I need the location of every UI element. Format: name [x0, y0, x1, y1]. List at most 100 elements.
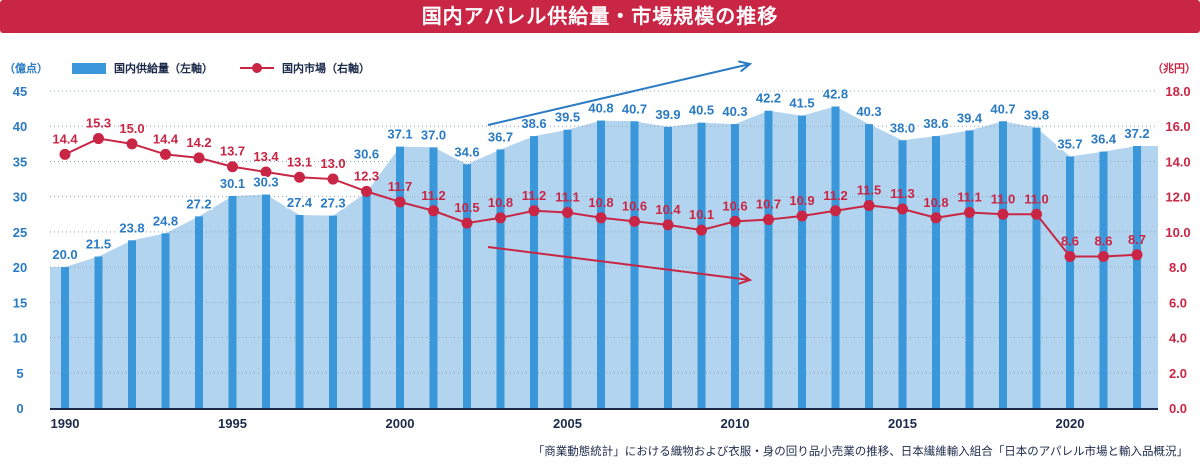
market-data-label: 11.2 — [522, 188, 547, 203]
supply-bar — [94, 256, 103, 408]
left-axis-tick-label: 0 — [16, 401, 23, 416]
supply-bar — [731, 124, 739, 408]
market-point — [193, 152, 205, 164]
market-data-label: 11.7 — [388, 179, 413, 194]
supply-bar — [999, 121, 1007, 409]
supply-bar — [530, 136, 538, 408]
market-point — [59, 148, 71, 160]
market-point — [160, 148, 171, 160]
supply-bar — [898, 140, 907, 409]
right-axis-tick-label: 0.0 — [1169, 401, 1187, 416]
market-data-label: 10.8 — [923, 195, 948, 210]
supply-data-label: 30.6 — [354, 146, 379, 161]
market-point — [126, 138, 138, 150]
supply-data-label: 36.7 — [488, 129, 513, 144]
supply-bar — [664, 126, 672, 408]
market-point — [361, 185, 372, 197]
market-data-label: 12.3 — [354, 168, 379, 183]
supply-bar — [396, 146, 404, 408]
market-point — [796, 210, 808, 222]
market-point — [763, 214, 774, 226]
market-point — [1131, 249, 1143, 261]
x-axis-tick-label: 2005 — [553, 416, 582, 431]
supply-data-label: 24.8 — [153, 213, 178, 228]
market-point — [327, 173, 339, 185]
market-data-label: 10.6 — [622, 198, 647, 213]
market-point — [260, 166, 272, 178]
supply-bar — [965, 130, 974, 408]
market-data-label: 13.4 — [253, 149, 279, 164]
supply-trend-arrow — [487, 60, 753, 126]
market-data-label: 10.6 — [722, 198, 747, 213]
left-axis-tick-label: 25 — [13, 225, 27, 240]
market-point — [93, 133, 104, 145]
market-point — [863, 199, 875, 211]
supply-data-label: 39.8 — [1024, 108, 1049, 123]
supply-data-label: 34.6 — [454, 144, 479, 159]
right-axis-tick-label: 18.0 — [1165, 84, 1190, 99]
market-point — [562, 207, 573, 219]
right-axis-tick-label: 4.0 — [1169, 331, 1187, 346]
supply-bar — [1099, 151, 1108, 409]
supply-bar — [865, 124, 873, 408]
legend-bar-swatch — [72, 62, 106, 74]
x-axis-tick-label: 2020 — [1056, 416, 1085, 431]
market-point — [629, 215, 640, 227]
supply-bar — [429, 147, 438, 408]
market-data-label: 11.2 — [421, 188, 446, 203]
supply-bar — [463, 164, 471, 408]
right-axis-tick-label: 16.0 — [1165, 119, 1190, 134]
chart-title: 国内アパレル供給量・市場規模の推移 — [0, 0, 1200, 33]
x-axis-tick-label: 2010 — [721, 416, 750, 431]
left-axis-tick-label: 30 — [13, 190, 27, 205]
market-point — [528, 205, 540, 217]
market-data-label: 10.1 — [689, 207, 714, 222]
supply-bar — [1066, 156, 1074, 408]
supply-data-label: 40.3 — [856, 104, 881, 119]
market-data-label: 15.3 — [86, 116, 111, 131]
supply-data-label: 39.9 — [655, 107, 680, 122]
legend-line-swatch — [240, 63, 274, 73]
supply-bar — [161, 233, 170, 408]
market-data-label: 8.7 — [1128, 232, 1146, 247]
market-point — [930, 212, 942, 224]
market-point — [830, 205, 841, 217]
supply-bar — [764, 110, 773, 409]
market-point — [227, 161, 238, 173]
left-axis-tick-label: 10 — [13, 331, 27, 346]
source-footnote: 「商業動態統計」における織物および衣服・身の回り品小売業の推移、日本繊維輸入組合… — [532, 444, 1188, 458]
supply-data-label: 30.1 — [220, 176, 245, 191]
supply-data-label: 20.0 — [52, 247, 77, 262]
right-axis-tick-label: 6.0 — [1169, 295, 1187, 310]
supply-data-label: 38.6 — [521, 116, 546, 131]
supply-data-label: 39.5 — [555, 110, 580, 125]
market-data-label: 11.1 — [555, 190, 580, 205]
market-point — [964, 207, 975, 219]
market-point — [997, 208, 1009, 220]
x-axis-tick-label: 2015 — [888, 416, 917, 431]
legend-item-market: 国内市場（右軸） — [240, 60, 370, 76]
market-data-label: 10.8 — [488, 195, 513, 210]
supply-data-label: 37.1 — [387, 127, 412, 142]
supply-data-label: 37.2 — [1124, 126, 1149, 141]
legend-label-market: 国内市場（右軸） — [282, 62, 370, 75]
supply-bar — [61, 267, 69, 408]
supply-trend-arrow-shaft — [487, 63, 751, 126]
market-trend-arrow — [487, 246, 753, 285]
market-point — [1098, 251, 1109, 263]
market-trend-arrow-head — [738, 272, 753, 285]
supply-data-label: 23.8 — [119, 220, 144, 235]
market-data-label: 10.5 — [454, 200, 479, 215]
market-point — [729, 215, 741, 227]
supply-trend-arrow-head — [738, 60, 753, 73]
market-data-label: 8.6 — [1061, 234, 1079, 249]
supply-bar — [932, 136, 940, 408]
supply-data-label: 40.5 — [689, 103, 714, 118]
x-axis-tick-label: 1995 — [218, 416, 247, 431]
market-data-label: 11.1 — [957, 190, 982, 205]
market-data-label: 10.9 — [789, 193, 814, 208]
supply-data-label: 40.3 — [722, 104, 747, 119]
supply-bar — [228, 195, 237, 408]
market-data-label: 13.0 — [320, 156, 345, 171]
